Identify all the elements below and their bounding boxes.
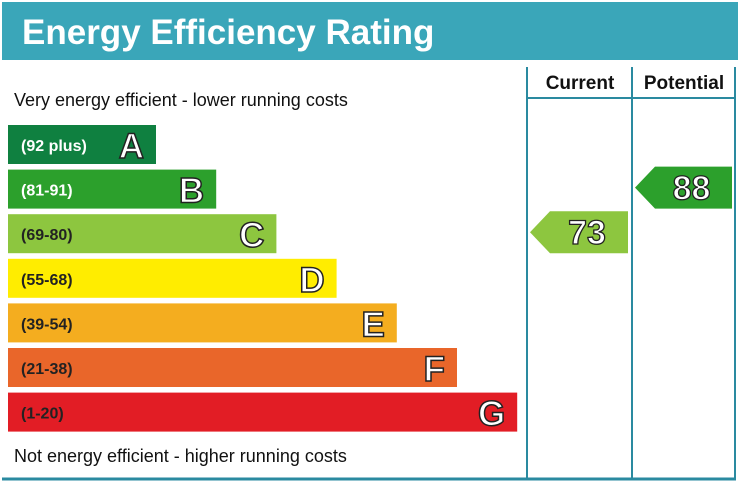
bottom-note: Not energy efficient - higher running co… bbox=[14, 446, 347, 466]
header-bar bbox=[2, 2, 738, 60]
column-header-current: Current bbox=[546, 73, 615, 94]
band-range-g: (1-20) bbox=[21, 406, 64, 423]
chart-title: Energy Efficiency Rating bbox=[22, 13, 434, 52]
potential-rating-arrow bbox=[635, 166, 732, 209]
band-range-a: (92 plus) bbox=[21, 138, 87, 155]
band-bar-g bbox=[8, 392, 518, 432]
band-letter-a: A bbox=[119, 127, 144, 166]
band-range-b: (81-91) bbox=[21, 183, 73, 200]
column-header-potential: Potential bbox=[644, 73, 724, 94]
current-rating-value: 73 bbox=[568, 214, 606, 252]
band-bar-b bbox=[8, 169, 217, 209]
band-bar-d bbox=[8, 258, 337, 298]
band-range-d: (55-68) bbox=[21, 272, 73, 289]
band-letter-d: D bbox=[299, 261, 324, 300]
band-letter-b: B bbox=[179, 172, 204, 211]
band-letter-f: F bbox=[424, 350, 445, 389]
band-bar-f bbox=[8, 348, 457, 387]
current-rating-arrow bbox=[530, 211, 628, 254]
top-note: Very energy efficient - lower running co… bbox=[14, 90, 348, 110]
band-range-c: (69-80) bbox=[21, 227, 73, 244]
band-letter-g: G bbox=[478, 395, 505, 434]
band-bar-a bbox=[8, 125, 156, 164]
band-bar-c bbox=[8, 214, 277, 254]
band-range-f: (21-38) bbox=[21, 361, 73, 378]
band-letter-e: E bbox=[361, 305, 384, 344]
potential-rating-value: 88 bbox=[673, 170, 711, 208]
band-range-e: (39-54) bbox=[21, 316, 73, 333]
band-bar-e bbox=[8, 303, 397, 343]
band-letter-c: C bbox=[239, 216, 264, 255]
